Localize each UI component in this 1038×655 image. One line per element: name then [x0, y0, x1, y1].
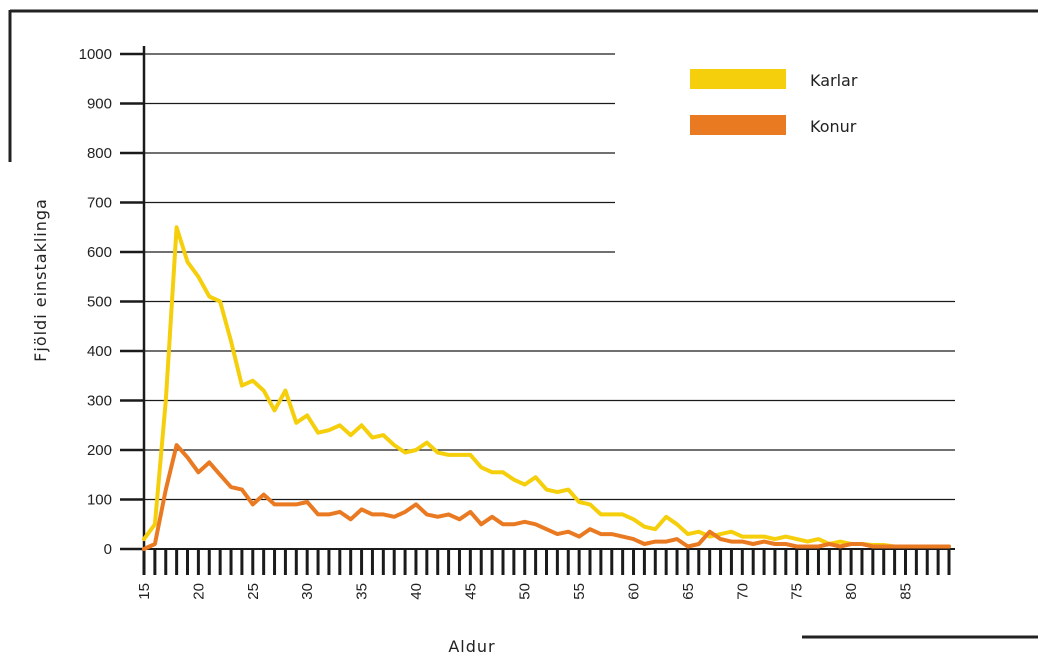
x-tick-label: 60 [626, 583, 643, 600]
y-axis-title: Fjöldi einstaklinga [31, 198, 50, 362]
x-tick-label: 85 [897, 583, 914, 600]
y-tick-label: 0 [104, 541, 112, 558]
x-tick-label: 55 [571, 583, 588, 600]
y-tick-label: 200 [87, 442, 112, 459]
y-tick-label: 700 [87, 195, 112, 212]
y-tick-label: 300 [87, 393, 112, 410]
x-tick-label: 45 [462, 583, 479, 600]
series-line-konur [142, 443, 951, 551]
legend-label-konur: Konur [810, 117, 857, 136]
x-tick-label: 65 [680, 583, 697, 600]
x-tick-label: 30 [299, 583, 316, 600]
x-axis-title: Aldur [448, 637, 495, 655]
legend: Karlar Konur [690, 69, 858, 136]
x-tick-label: 25 [245, 583, 262, 600]
legend-swatch-konur [690, 115, 786, 135]
y-tick-label: 1000 [79, 46, 112, 63]
y-tick-label: 100 [87, 492, 112, 509]
x-tick-label: 75 [789, 583, 806, 600]
x-tick-label: 40 [408, 583, 425, 600]
legend-label-karlar: Karlar [810, 71, 858, 90]
series-line-karlar [142, 225, 951, 549]
x-tick-label: 80 [843, 583, 860, 600]
x-tick-label: 50 [517, 583, 534, 600]
x-tick-label: 20 [190, 583, 207, 600]
x-tick-label: 70 [734, 583, 751, 600]
y-tick-label: 500 [87, 294, 112, 311]
y-tick-label: 600 [87, 244, 112, 261]
x-axis: 15 20 25 30 35 40 45 50 55 60 65 70 75 80 85 [136, 549, 951, 600]
y-tick-label: 400 [87, 343, 112, 360]
y-axis: 0 100 200 300 400 500 600 700 800 900 1000 [79, 46, 146, 558]
series-layer [142, 225, 951, 551]
y-tick-label: 900 [87, 96, 112, 113]
x-tick-label: 35 [354, 583, 371, 600]
gridlines [144, 53, 955, 550]
legend-swatch-karlar [690, 69, 786, 89]
x-tick-label: 15 [136, 583, 153, 600]
y-tick-label: 800 [87, 145, 112, 162]
